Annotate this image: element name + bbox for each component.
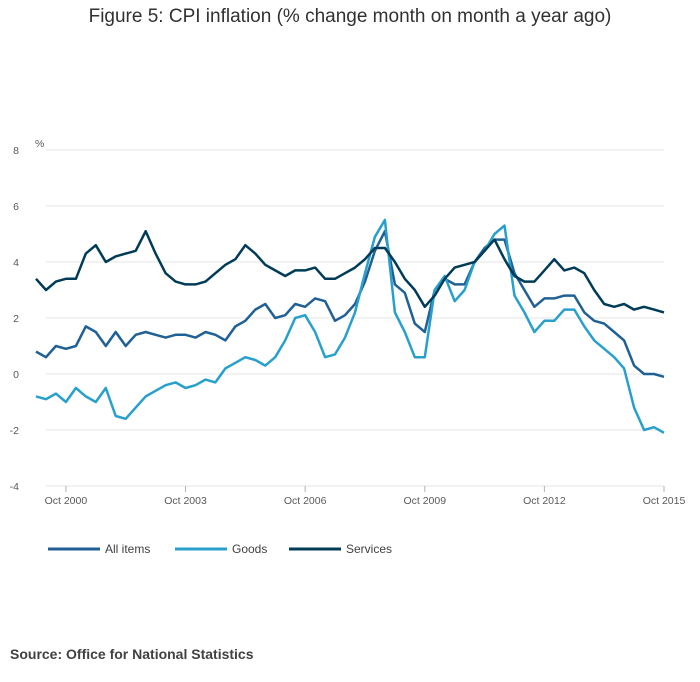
- x-tick-label: Oct 2009: [403, 495, 446, 507]
- y-tick-label: 0: [13, 369, 19, 381]
- legend-label: Goods: [232, 542, 267, 556]
- y-tick-label: -2: [10, 425, 19, 437]
- series-line-all-items: [35, 229, 665, 379]
- y-axis-ticks: 8 6 4 2 0 -2 -4: [10, 145, 20, 493]
- legend: All items Goods Services: [48, 542, 392, 556]
- y-axis-label: %: [35, 138, 44, 150]
- source-note: Source: Office for National Statistics: [10, 646, 254, 662]
- gridlines: [46, 149, 664, 487]
- legend-label: All items: [105, 542, 150, 556]
- x-tick-label: Oct 2006: [284, 495, 327, 507]
- series-line-services: [35, 229, 665, 314]
- y-tick-label: 4: [13, 257, 19, 269]
- x-tick-label: Oct 2015: [643, 495, 686, 507]
- x-axis-ticks: Oct 2000 Oct 2003 Oct 2006 Oct 2009 Oct 2012…: [45, 486, 686, 507]
- legend-label: Services: [346, 542, 392, 556]
- x-tick-label: Oct 2003: [164, 495, 207, 507]
- x-tick-label: Oct 2000: [45, 495, 88, 507]
- y-tick-label: 6: [13, 201, 19, 213]
- series-lines: [35, 218, 665, 434]
- y-tick-label: -4: [10, 481, 19, 493]
- chart-title: Figure 5: CPI inflation (% change month …: [88, 6, 612, 27]
- y-tick-label: 2: [13, 313, 19, 325]
- x-tick-label: Oct 2012: [523, 495, 566, 507]
- series-line-goods: [35, 218, 665, 434]
- y-tick-label: 8: [13, 145, 19, 157]
